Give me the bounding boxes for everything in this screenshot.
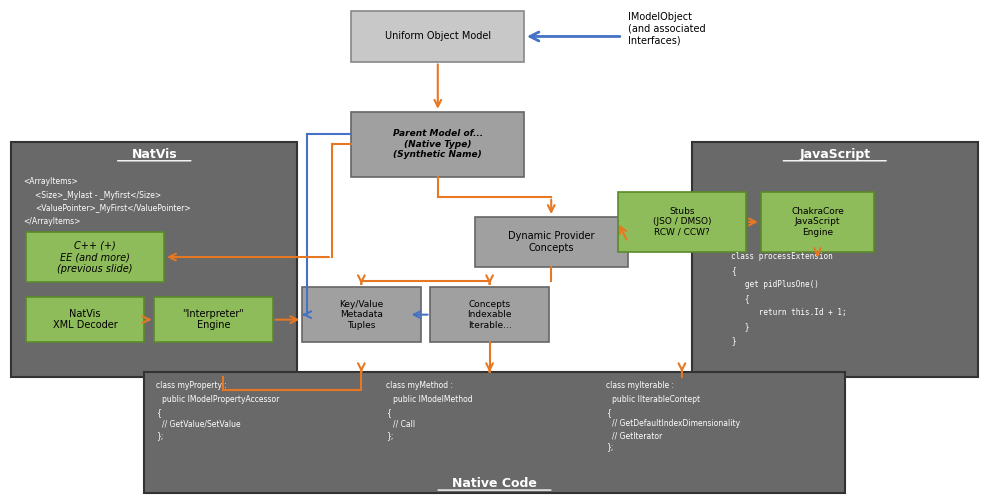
Text: C++ (+)
EE (and more)
(previous slide): C++ (+) EE (and more) (previous slide) [57,240,133,274]
Text: NatVis: NatVis [132,148,177,161]
FancyBboxPatch shape [475,217,628,267]
FancyBboxPatch shape [761,192,874,252]
Text: "Interpreter"
Engine: "Interpreter" Engine [183,309,244,331]
FancyBboxPatch shape [154,297,273,342]
Text: public IModelMethod: public IModelMethod [393,395,473,404]
FancyBboxPatch shape [11,142,298,377]
Text: // GetValue/SetValue: // GetValue/SetValue [162,419,240,428]
Text: return this.Id + 1;: return this.Id + 1; [731,308,847,317]
FancyBboxPatch shape [351,12,524,61]
Text: get pidPlusOne(): get pidPlusOne() [731,280,819,289]
Text: Parent Model of...
(Native Type)
(Synthetic Name): Parent Model of... (Native Type) (Synthe… [393,130,483,159]
Text: {: { [386,408,391,417]
Text: }: } [731,336,736,345]
Text: // GetIterator: // GetIterator [612,431,662,440]
Text: Uniform Object Model: Uniform Object Model [385,31,491,41]
Text: };: }; [156,431,163,440]
Text: ChakraCore
JavaScript
Engine: ChakraCore JavaScript Engine [791,207,844,237]
Text: {: { [606,408,611,417]
Text: <ArrayItems>: <ArrayItems> [23,177,78,186]
Text: IModelObject
(and associated
Interfaces): IModelObject (and associated Interfaces) [628,13,705,45]
FancyBboxPatch shape [303,287,420,342]
Text: class myIterable :: class myIterable : [606,382,674,390]
Text: <ValuePointer>_MyFirst</ValuePointer>: <ValuePointer>_MyFirst</ValuePointer> [35,204,191,213]
Text: Dynamic Provider
Concepts: Dynamic Provider Concepts [508,231,594,253]
Text: public IIterableContept: public IIterableContept [612,395,700,404]
Text: };: }; [386,431,394,440]
FancyBboxPatch shape [26,297,144,342]
Text: Stubs
(JSO / DMSO)
RCW / CCW?: Stubs (JSO / DMSO) RCW / CCW? [653,207,711,237]
Text: class myMethod :: class myMethod : [386,382,453,390]
Text: <Size>_Mylast - _Myfirst</Size>: <Size>_Mylast - _Myfirst</Size> [35,191,161,200]
Text: Native Code: Native Code [452,477,537,490]
Text: JavaScript: JavaScript [799,148,870,161]
Text: public IModelPropertyAccessor: public IModelPropertyAccessor [162,395,280,404]
Text: };: }; [606,443,613,452]
Text: NatVis
XML Decoder: NatVis XML Decoder [52,309,118,331]
FancyBboxPatch shape [618,192,746,252]
FancyBboxPatch shape [430,287,549,342]
FancyBboxPatch shape [351,112,524,177]
FancyBboxPatch shape [144,372,845,492]
FancyBboxPatch shape [26,232,164,282]
FancyBboxPatch shape [691,142,978,377]
Text: {: { [731,294,750,303]
Text: Key/Value
Metadata
Tuples: Key/Value Metadata Tuples [339,300,384,330]
Text: // GetDefaultIndexDimensionality: // GetDefaultIndexDimensionality [612,419,740,428]
Text: </ArrayItems>: </ArrayItems> [23,217,80,226]
Text: class myProperty :: class myProperty : [156,382,227,390]
Text: {: { [731,266,736,275]
Text: // Call: // Call [393,419,415,428]
Text: }: } [731,322,750,331]
Text: Concepts
Indexable
Iterable...: Concepts Indexable Iterable... [468,300,512,330]
Text: class processExtension: class processExtension [731,252,833,261]
Text: {: { [156,408,161,417]
